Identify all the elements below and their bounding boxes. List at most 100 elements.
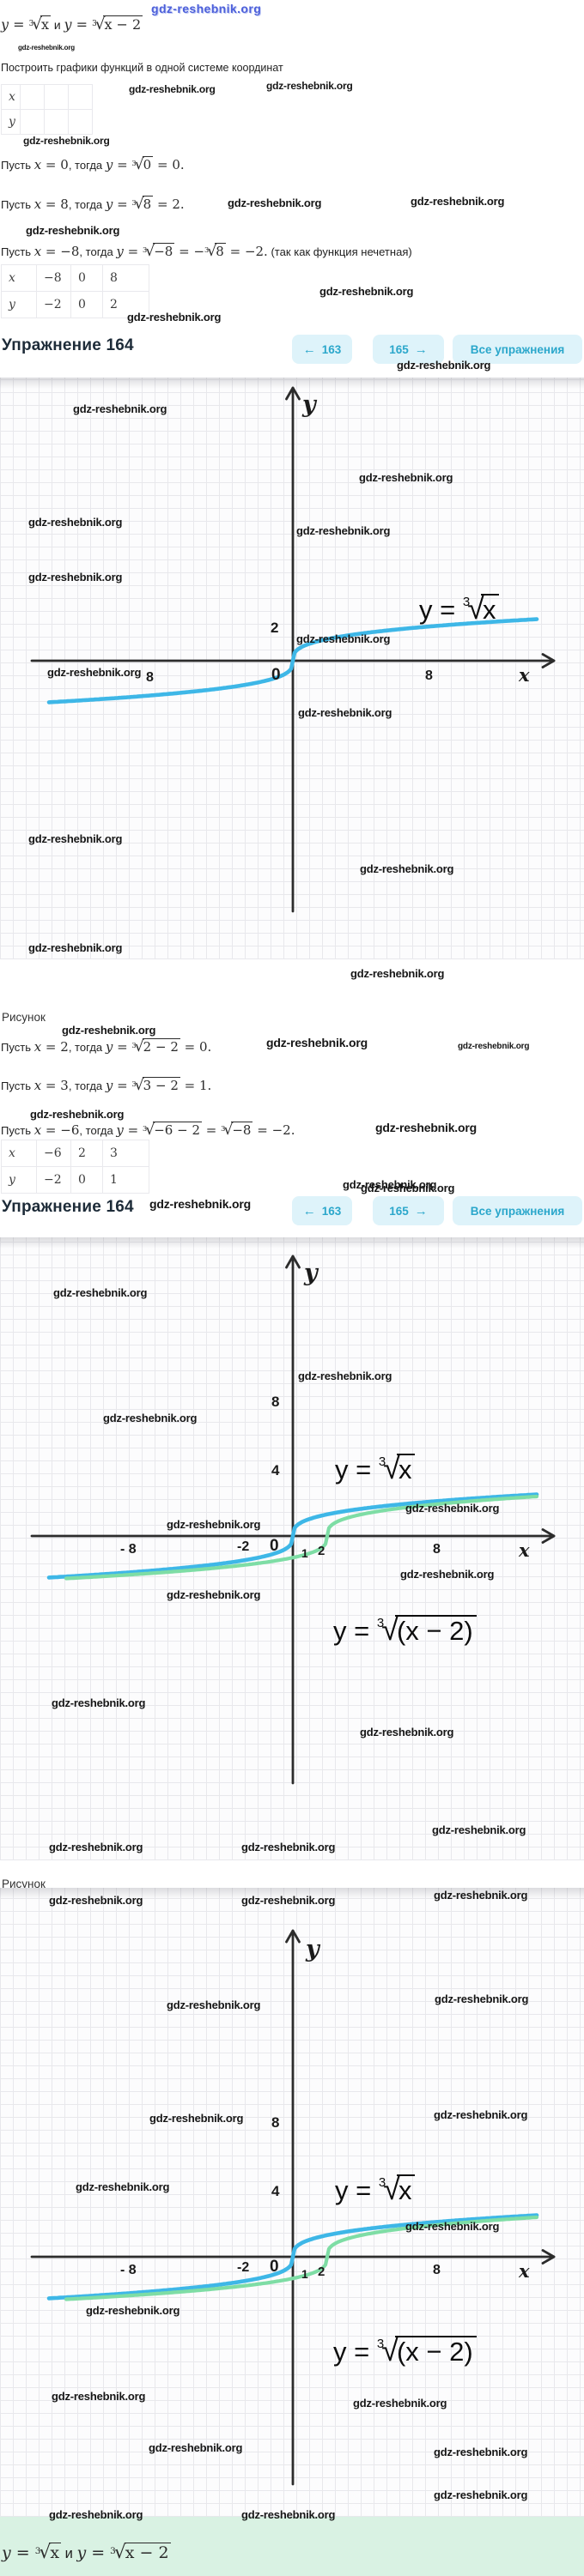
text-segment: = 0 xyxy=(41,157,69,172)
values-table-2: x −6 2 3 y −2 0 1 xyxy=(1,1140,149,1194)
all-exercises-label: Все упражнения xyxy=(470,1204,565,1218)
watermark: gdz-reshebnik.org xyxy=(23,135,110,147)
text-segment: = −6 xyxy=(41,1122,80,1138)
cube-root-expression: 3√x − 2 xyxy=(92,15,143,33)
watermark: gdz-reshebnik.org xyxy=(18,44,75,51)
text-segment: x xyxy=(33,244,42,259)
table-cell: y xyxy=(1,1166,37,1194)
next-exercise-button[interactable]: 165 → xyxy=(373,335,444,364)
text-segment: = xyxy=(113,157,132,172)
function-curve xyxy=(64,2215,539,2301)
axis-letter-label: y xyxy=(304,1260,318,1286)
next-exercise-button[interactable]: 165 → xyxy=(373,1196,444,1225)
watermark: gdz-reshebnik.org xyxy=(266,1036,368,1049)
exercise-header-2: Упражнение 164 ← 163 165 → Все упражнения xyxy=(0,1196,584,1227)
watermark: gdz-reshebnik.org xyxy=(47,666,142,679)
watermark: gdz-reshebnik.org xyxy=(241,1894,336,1907)
text-segment: (так как функция нечетная) xyxy=(267,245,412,258)
watermark: gdz-reshebnik.org xyxy=(400,1568,495,1581)
text-segment: , тогда xyxy=(68,159,106,172)
watermark: gdz-reshebnik.org xyxy=(266,80,353,92)
text-segment: y xyxy=(105,197,113,212)
figure-caption-2: Рисунок xyxy=(2,1878,46,1890)
axis-letter-label: y xyxy=(306,1936,319,1962)
watermark: gdz-reshebnik.org xyxy=(353,2397,447,2410)
text-segment: y xyxy=(105,157,113,172)
cube-root-expression: 3√−6 − 2 xyxy=(142,1122,202,1139)
text-segment: x xyxy=(33,157,42,172)
watermark: gdz-reshebnik.org xyxy=(298,1370,392,1382)
tick-label: 8 xyxy=(433,2263,441,2277)
text-segment: y xyxy=(105,1039,113,1055)
solution-step-4: Пусть x = 2, тогда y = 3√2 − 2 = 0. xyxy=(1,1038,211,1055)
table-cell xyxy=(68,109,93,135)
tick-label: 2 xyxy=(318,1544,325,1558)
all-exercises-button[interactable]: Все упражнения xyxy=(453,1196,582,1225)
watermark: gdz-reshebnik.org xyxy=(103,1412,198,1424)
watermark: gdz-reshebnik.org xyxy=(52,1696,146,1709)
all-exercises-button[interactable]: Все упражнения xyxy=(453,335,582,364)
tick-label: 8 xyxy=(271,2114,280,2131)
site-watermark-top: gdz-reshebnik.org xyxy=(151,2,262,15)
footer-formula: y = 3√x и y = 3√x − 2 xyxy=(2,2542,171,2563)
next-exercise-number: 165 xyxy=(389,342,409,356)
solution-step-2: Пусть x = 8, тогда y = 3√8 = 2. xyxy=(1,196,185,213)
all-exercises-label: Все упражнения xyxy=(470,342,565,356)
cube-root-expression: 3√x xyxy=(34,2542,62,2563)
text-segment: , тогда xyxy=(68,198,106,211)
table-cell: 2 xyxy=(102,291,149,318)
tick-label: - 8 xyxy=(120,1542,137,1557)
table-cell xyxy=(20,109,45,135)
watermark: gdz-reshebnik.org xyxy=(405,1502,500,1515)
text-segment: Пусть xyxy=(1,198,34,211)
watermark: gdz-reshebnik.org xyxy=(28,832,123,845)
prev-exercise-button[interactable]: ← 163 xyxy=(292,335,352,364)
table-cell: y xyxy=(1,291,37,318)
cube-root-expression: 3√3 − 2 xyxy=(131,1077,180,1094)
text-segment: и xyxy=(61,2545,77,2561)
prev-exercise-number: 163 xyxy=(321,1204,342,1218)
coordinate-plane-2 xyxy=(0,1237,584,1860)
watermark: gdz-reshebnik.org xyxy=(361,1182,455,1194)
watermark: gdz-reshebnik.org xyxy=(228,197,322,209)
text-segment: = 2 xyxy=(41,1039,69,1055)
axis-letter-label: y xyxy=(302,391,316,418)
table-row: x −6 2 3 xyxy=(1,1140,149,1167)
text-segment: x xyxy=(33,1078,42,1093)
tick-label: -2 xyxy=(237,2260,250,2275)
watermark: gdz-reshebnik.org xyxy=(343,1178,437,1191)
curve-equation-label: y = 3√x xyxy=(335,2171,416,2207)
text-segment: = 0. xyxy=(153,157,185,172)
tick-label: -2 xyxy=(237,1539,250,1554)
prev-exercise-button[interactable]: ← 163 xyxy=(292,1196,352,1225)
values-table-1: x −8 0 8 y −2 0 2 xyxy=(1,264,149,318)
arrow-right-icon: → xyxy=(414,342,428,357)
watermark: gdz-reshebnik.org xyxy=(62,1024,156,1037)
watermark: gdz-reshebnik.org xyxy=(149,2112,244,2125)
text-segment: y xyxy=(116,244,124,259)
watermark: gdz-reshebnik.org xyxy=(167,1588,261,1601)
watermark: gdz-reshebnik.org xyxy=(73,402,167,415)
next-exercise-number: 165 xyxy=(389,1204,409,1218)
cube-root-expression: 3√2 − 2 xyxy=(131,1038,180,1055)
watermark: gdz-reshebnik.org xyxy=(359,471,453,484)
cube-root-expression: 3√x xyxy=(28,15,51,33)
watermark: gdz-reshebnik.org xyxy=(241,1841,336,1853)
solution-step-5: Пусть x = 3, тогда y = 3√3 − 2 = 1. xyxy=(1,1077,211,1094)
x-axis-arrow xyxy=(541,1528,556,1544)
watermark: gdz-reshebnik.org xyxy=(149,1197,251,1211)
cube-root-expression: 3√8 xyxy=(204,243,226,260)
curve-equation-label: y = 3√x xyxy=(335,1450,416,1486)
axis-letter-label: x xyxy=(519,2260,530,2282)
solution-step-1: Пусть x = 0, тогда y = 3√0 = 0. xyxy=(1,156,185,173)
footer-bar: y = 3√x и y = 3√x − 2 xyxy=(0,2517,584,2576)
y-axis-arrow xyxy=(285,1255,301,1269)
text-segment: = xyxy=(113,197,132,212)
watermark: gdz-reshebnik.org xyxy=(296,632,391,645)
axis-letter-label: x xyxy=(519,1539,530,1561)
watermark: gdz-reshebnik.org xyxy=(28,516,123,529)
text-segment: = xyxy=(86,2543,111,2562)
watermark: gdz-reshebnik.org xyxy=(49,2508,143,2521)
